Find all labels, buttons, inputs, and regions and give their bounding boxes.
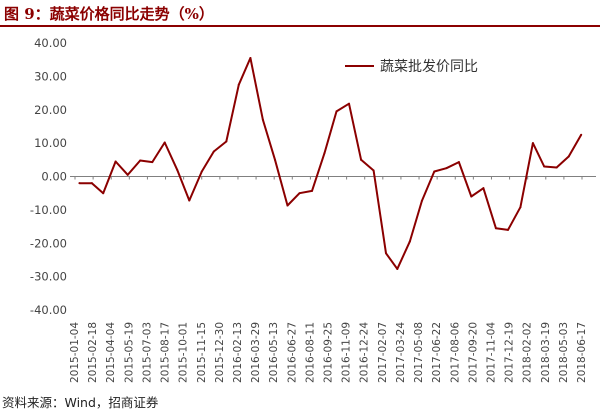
series-layer bbox=[78, 57, 583, 270]
data-point bbox=[102, 192, 105, 195]
data-point bbox=[433, 170, 436, 173]
y-tick-label: 40.00 bbox=[34, 36, 67, 50]
data-point bbox=[506, 228, 509, 231]
data-point bbox=[580, 133, 583, 136]
x-tick-label: 2018-02-02 bbox=[522, 322, 534, 383]
y-tick-label: 0.00 bbox=[41, 170, 67, 184]
x-tick-label: 2015-01-04 bbox=[69, 322, 81, 383]
data-point bbox=[372, 169, 375, 172]
data-point bbox=[200, 170, 203, 173]
data-point bbox=[457, 161, 460, 164]
data-point bbox=[482, 187, 485, 190]
figure-title: 图 9：蔬菜价格同比走势（%） bbox=[4, 5, 214, 23]
y-tick-label: -40.00 bbox=[30, 303, 67, 317]
x-tick-label: 2016-09-25 bbox=[323, 322, 335, 383]
data-point bbox=[286, 204, 289, 207]
title-rule bbox=[0, 25, 600, 27]
x-tick-label: 2017-06-22 bbox=[431, 322, 443, 383]
legend: 蔬菜批发价同比 bbox=[345, 59, 478, 75]
x-tick-label: 2017-11-04 bbox=[485, 322, 497, 383]
x-tick-label: 2017-03-24 bbox=[395, 322, 407, 383]
x-tick-label: 2016-11-09 bbox=[341, 322, 353, 383]
x-tick-label: 2018-05-03 bbox=[558, 322, 570, 383]
data-point bbox=[420, 199, 423, 202]
x-tick-label: 2016-05-13 bbox=[268, 322, 280, 383]
data-point bbox=[323, 152, 326, 155]
data-point bbox=[114, 160, 117, 163]
legend-label: 蔬菜批发价同比 bbox=[380, 59, 478, 75]
data-point bbox=[348, 102, 351, 105]
x-tick-label: 2018-06-17 bbox=[576, 322, 588, 383]
series-line bbox=[79, 57, 583, 270]
y-tick-label: -20.00 bbox=[30, 236, 67, 250]
data-point bbox=[543, 165, 546, 168]
y-tick-label: 10.00 bbox=[34, 136, 67, 150]
x-tick-label: 2015-08-17 bbox=[160, 322, 172, 383]
data-point bbox=[408, 240, 411, 243]
x-tick-label: 2017-12-19 bbox=[504, 322, 516, 383]
data-point bbox=[163, 141, 166, 144]
data-point bbox=[249, 57, 252, 60]
y-tick-label: -30.00 bbox=[30, 270, 67, 284]
data-point bbox=[176, 168, 179, 171]
data-point bbox=[335, 110, 338, 113]
data-point bbox=[188, 199, 191, 202]
data-point bbox=[212, 150, 215, 153]
data-point bbox=[311, 189, 314, 192]
data-point bbox=[360, 158, 363, 161]
data-point bbox=[273, 158, 276, 161]
line-chart: 40.00 30.00 20.00 10.00 0.00 -10.00 -20.00 -30.… bbox=[30, 36, 596, 383]
x-tick-label: 2017-08-06 bbox=[449, 322, 461, 383]
y-axis: 40.00 30.00 20.00 10.00 0.00 -10.00 -20.00 -30.… bbox=[30, 36, 67, 317]
x-tick-label: 2015-10-01 bbox=[178, 322, 190, 383]
x-tick-label: 2015-12-30 bbox=[214, 322, 226, 383]
data-point bbox=[237, 83, 240, 86]
x-tick-label: 2016-12-24 bbox=[359, 322, 371, 383]
x-tick-label: 2017-02-07 bbox=[377, 322, 389, 383]
data-point bbox=[555, 166, 558, 169]
y-tick-label: 30.00 bbox=[34, 69, 67, 83]
data-point bbox=[261, 118, 264, 121]
data-point bbox=[396, 267, 399, 270]
figure-header: 图 9：蔬菜价格同比走势（%） bbox=[0, 0, 600, 27]
x-tick-label: 2015-05-19 bbox=[123, 322, 135, 383]
y-tick-label: 20.00 bbox=[34, 103, 67, 117]
x-tick-label: 2016-02-13 bbox=[232, 322, 244, 383]
data-point bbox=[90, 182, 93, 185]
data-point bbox=[519, 206, 522, 209]
data-point bbox=[385, 252, 388, 255]
x-tick-label: 2015-07-03 bbox=[141, 322, 153, 383]
source-note: 资料来源：Wind，招商证券 bbox=[2, 395, 159, 410]
data-point bbox=[151, 161, 154, 164]
data-point bbox=[445, 167, 448, 170]
x-tick-label: 2016-06-27 bbox=[286, 322, 298, 383]
x-tick-label: 2018-03-19 bbox=[540, 322, 552, 383]
data-point bbox=[126, 173, 129, 176]
data-point bbox=[139, 159, 142, 162]
x-tick-label: 2017-05-08 bbox=[413, 322, 425, 383]
x-tick-label: 2015-11-15 bbox=[196, 322, 208, 383]
x-axis: 2015-01-04 2015-02-18 2015-04-04 2015-05-19… bbox=[69, 176, 596, 383]
data-point bbox=[567, 155, 570, 158]
x-tick-label: 2016-08-11 bbox=[304, 322, 316, 383]
y-tick-label: -10.00 bbox=[30, 203, 67, 217]
data-point bbox=[298, 192, 301, 195]
data-point bbox=[531, 142, 534, 145]
x-tick-label: 2017-09-20 bbox=[467, 322, 479, 383]
data-point bbox=[470, 195, 473, 198]
x-tick-label: 2015-04-04 bbox=[105, 322, 117, 383]
data-point bbox=[494, 227, 497, 230]
x-tick-label: 2015-02-18 bbox=[87, 322, 99, 383]
data-point bbox=[78, 182, 81, 185]
data-point bbox=[225, 140, 228, 143]
x-tick-label: 2016-03-29 bbox=[250, 322, 262, 383]
